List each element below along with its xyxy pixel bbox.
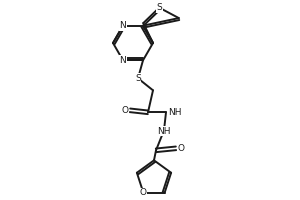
Text: O: O [122,106,129,115]
Text: S: S [135,74,141,83]
Text: NH: NH [157,127,171,136]
Text: N: N [120,21,126,30]
Text: O: O [140,188,147,197]
Text: O: O [177,144,184,153]
Text: NH: NH [168,108,182,117]
Text: S: S [156,3,162,12]
Text: N: N [120,56,126,65]
